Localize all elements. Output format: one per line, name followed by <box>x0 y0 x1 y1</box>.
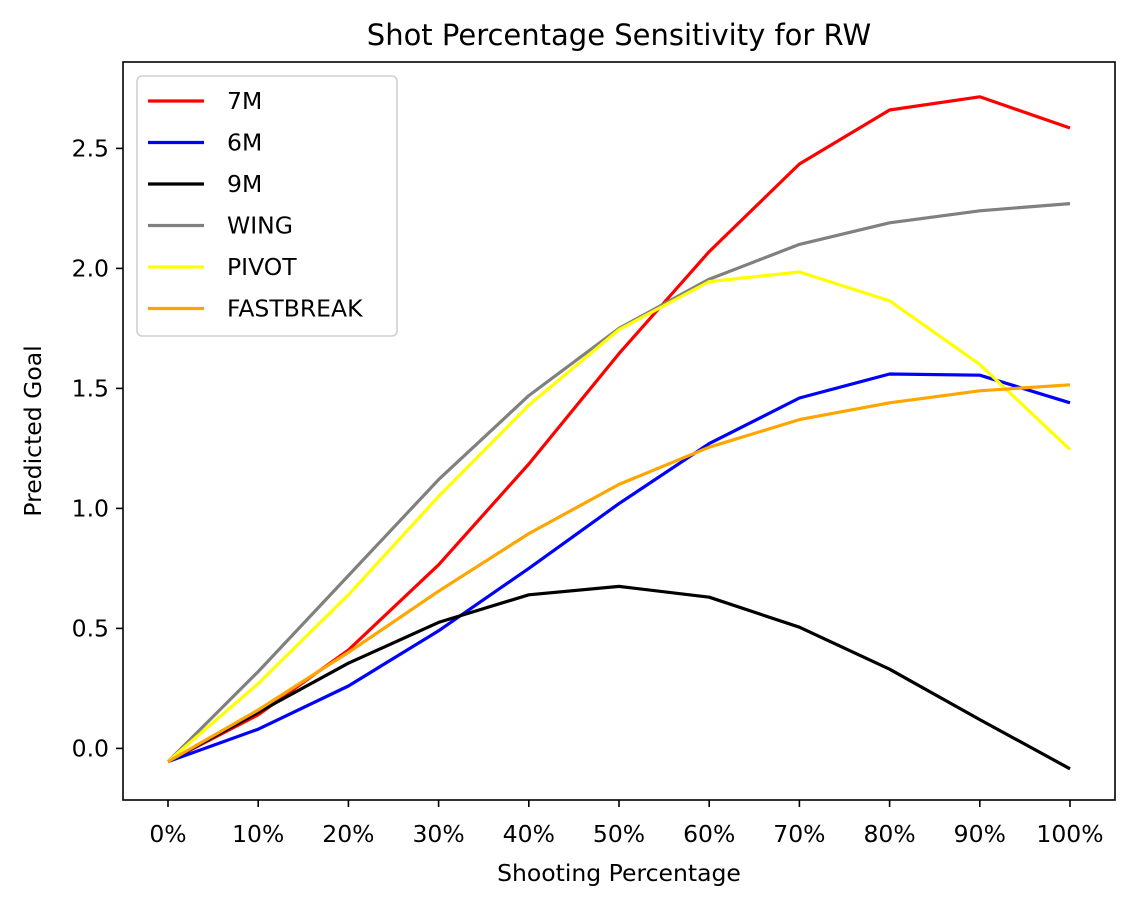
x-tick-label: 90% <box>954 820 1006 848</box>
y-tick-label: 2.5 <box>72 134 109 162</box>
x-tick-label: 60% <box>683 820 735 848</box>
x-tick-label: 100% <box>1036 820 1103 848</box>
x-tick-label: 10% <box>232 820 284 848</box>
y-axis: 0.0 0.5 1.0 1.5 2.0 2.5 <box>72 134 123 762</box>
series-line-fastbreak <box>167 383 1071 763</box>
x-axis-label: Shooting Percentage <box>497 859 741 887</box>
x-tick-label: 50% <box>593 820 645 848</box>
y-tick-label: 1.5 <box>72 374 109 402</box>
series-layer <box>166 95 1072 771</box>
y-tick-label: 0.5 <box>72 614 109 642</box>
x-tick-label: 80% <box>863 820 915 848</box>
x-tick-label: 40% <box>503 820 555 848</box>
legend: 7M 6M 9M WING PIVOT FASTBREAK <box>136 75 398 337</box>
y-tick-label: 1.0 <box>72 494 109 522</box>
chart-title: Shot Percentage Sensitivity for RW <box>367 18 871 52</box>
legend-label-9m: 9M <box>227 170 262 198</box>
series-line-6m <box>167 372 1071 764</box>
series-line-pivot <box>166 270 1072 763</box>
x-tick-label: 70% <box>773 820 825 848</box>
legend-label-7m: 7M <box>227 87 262 115</box>
x-tick-label: 20% <box>322 820 374 848</box>
legend-label-fastbreak: FASTBREAK <box>227 295 363 323</box>
y-tick-label: 0.0 <box>72 734 109 762</box>
x-axis: 0% 10% 20% 30% 40% 50% 60% 70% 80% 90% 100% <box>149 800 1104 848</box>
y-tick-label: 2.0 <box>72 254 109 282</box>
legend-label-pivot: PIVOT <box>227 253 297 281</box>
x-tick-label: 30% <box>412 820 464 848</box>
legend-label-6m: 6M <box>227 129 262 157</box>
legend-label-wing: WING <box>227 212 293 240</box>
x-tick-label: 0% <box>149 820 186 848</box>
y-axis-label: Predicted Goal <box>19 345 47 516</box>
series-line-9m <box>167 584 1071 771</box>
